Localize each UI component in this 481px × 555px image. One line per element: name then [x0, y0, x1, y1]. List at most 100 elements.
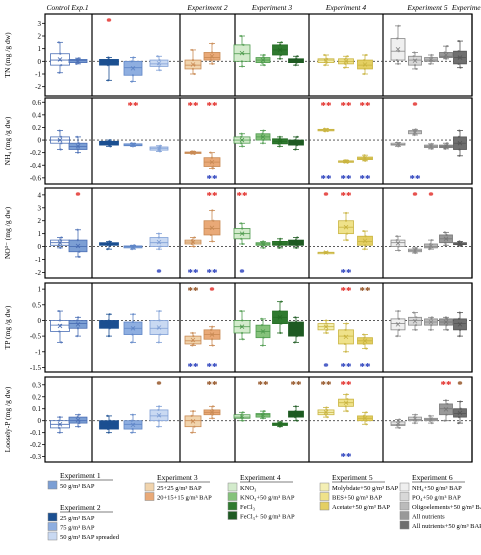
box-12 [318, 251, 334, 255]
data-point [296, 244, 298, 246]
significance-marker: * [457, 379, 463, 391]
box-4 [124, 142, 142, 147]
data-point [193, 426, 195, 428]
significance-marker: * [156, 379, 162, 391]
box-1 [51, 416, 70, 434]
data-point [157, 409, 159, 411]
data-point [413, 133, 415, 135]
box-1 [51, 310, 70, 344]
data-point [60, 324, 62, 326]
box-5 [150, 310, 168, 344]
data-point [294, 64, 296, 66]
box-15 [391, 25, 405, 65]
data-point [295, 239, 297, 241]
data-point [58, 41, 60, 43]
significance-marker: ** [441, 379, 453, 391]
data-point [77, 245, 79, 247]
y-tick-label: -1 [35, 256, 41, 264]
box-5 [150, 145, 168, 153]
box-10 [273, 301, 288, 335]
legend-group: Experiment 6NH₄+50 g/m³ BAPPO₄+50 g/m³ B… [400, 473, 481, 530]
data-point [76, 229, 78, 231]
legend-label: Molybdate+50 g/m³ BAP [332, 485, 399, 492]
data-point [60, 136, 62, 138]
data-point [131, 60, 133, 62]
y-tick-label: 0.2 [32, 124, 41, 132]
data-point [240, 326, 242, 328]
data-point [363, 154, 365, 156]
box-6 [185, 49, 201, 75]
data-point [78, 422, 80, 424]
data-point [446, 144, 448, 146]
data-point [262, 247, 264, 249]
data-point [344, 335, 346, 337]
data-point [212, 405, 214, 407]
data-point [343, 67, 345, 69]
data-point [457, 422, 459, 424]
legend-group: Experiment 150 g/m³ BAP [48, 471, 113, 490]
data-point [363, 73, 365, 75]
significance-marker: * [412, 190, 418, 202]
significance-marker: ** [207, 190, 219, 202]
data-point [109, 313, 111, 315]
data-point [430, 329, 432, 331]
data-point [345, 226, 347, 228]
data-point [279, 332, 281, 334]
y-tick-label: 0 [38, 317, 42, 325]
data-point [296, 335, 298, 337]
data-point [108, 319, 110, 321]
data-point [326, 409, 328, 411]
significance-marker: ** [128, 100, 140, 112]
data-point [345, 405, 347, 407]
data-point [107, 248, 109, 250]
data-point [278, 244, 280, 246]
box-7 [204, 152, 220, 170]
data-point [108, 240, 110, 242]
legend-label: NH₄+50 g/m³ BAP [412, 485, 462, 492]
significance-marker: ** [207, 173, 219, 185]
data-point [131, 245, 133, 247]
data-point [78, 420, 80, 422]
data-point [296, 420, 298, 422]
box-11 [289, 236, 304, 249]
y-tick-label: 1 [38, 230, 42, 238]
data-point [398, 318, 400, 320]
data-point [78, 251, 80, 253]
data-point [363, 230, 365, 232]
box-4 [124, 414, 142, 434]
data-point [109, 139, 111, 141]
data-point [241, 319, 243, 321]
data-point [294, 410, 296, 412]
y-tick-label: 0.2 [32, 393, 41, 401]
box-6 [185, 410, 201, 434]
y-tick-label: 1 [38, 286, 42, 294]
legend-swatch [228, 483, 237, 491]
data-point [58, 139, 60, 141]
data-point [262, 330, 264, 332]
data-point [211, 43, 213, 45]
data-point [428, 245, 430, 247]
y-tick-label: -0.2 [30, 441, 42, 449]
data-point [262, 412, 264, 414]
data-point [240, 35, 242, 37]
y-tick-label: 2 [38, 33, 42, 41]
data-point [77, 148, 79, 150]
data-point [241, 139, 243, 141]
box-9 [256, 130, 270, 145]
y-axis-label: TP (mg /g dw) [3, 305, 12, 349]
data-point [192, 241, 194, 243]
data-point [446, 234, 448, 236]
data-point [132, 414, 134, 416]
box-3 [100, 415, 119, 434]
data-point [131, 420, 133, 422]
data-point [294, 148, 296, 150]
data-point [131, 248, 133, 250]
data-point [345, 220, 347, 222]
data-point [191, 49, 193, 51]
data-point [59, 319, 61, 321]
panel-5: 0.30.20.10-0.1-0.2-0.3Loosely-P (mg /g d… [3, 377, 472, 463]
data-point [345, 159, 347, 161]
data-point [346, 162, 348, 164]
y-tick-label: -0.2 [30, 149, 42, 157]
data-point [109, 322, 111, 324]
